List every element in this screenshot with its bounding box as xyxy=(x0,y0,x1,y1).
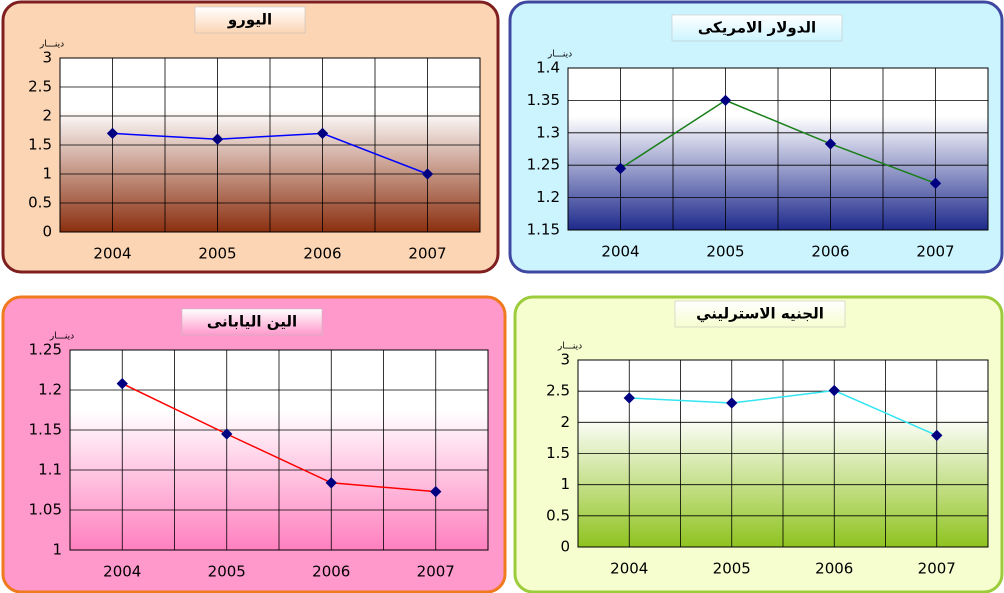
point-marker xyxy=(221,428,233,440)
y-axis-unit: دينـــار xyxy=(49,332,74,342)
point-marker xyxy=(929,177,942,190)
chart-title: الدولار الامريكى xyxy=(698,19,816,37)
x-tick-label: 2007 xyxy=(408,245,446,263)
y-tick-label: 1.4 xyxy=(536,59,560,77)
x-tick-label: 2005 xyxy=(208,563,246,581)
y-tick-label: 1.2 xyxy=(38,381,62,399)
y-tick-label: 1.35 xyxy=(527,91,560,109)
x-tick-label: 2005 xyxy=(198,245,236,263)
x-tick-label: 2006 xyxy=(303,245,341,263)
title-box xyxy=(674,300,846,328)
y-tick-label: 1.05 xyxy=(29,501,62,519)
y-tick-label: 2.5 xyxy=(546,382,570,400)
y-tick-label: 1 xyxy=(52,541,62,559)
y-tick-label: 1.5 xyxy=(28,136,52,154)
point-marker xyxy=(316,127,329,140)
y-tick-label: 1.2 xyxy=(536,188,560,206)
y-tick-label: 3 xyxy=(560,351,570,369)
y-tick-label: 0.5 xyxy=(546,506,570,524)
x-tick-label: 2005 xyxy=(713,560,751,578)
chart-panel: الين اليابانى دينـــار 1 1.05 1.1 1.15 1.2 1.25… xyxy=(1,295,507,593)
y-tick-label: 1.1 xyxy=(38,461,62,479)
y-tick-label: 1.5 xyxy=(546,444,570,462)
series-line xyxy=(620,99,936,185)
plot-border xyxy=(577,359,989,548)
y-tick-label: 1.3 xyxy=(536,123,560,141)
x-tick-label: 2007 xyxy=(916,243,954,261)
y-tick-label: 2 xyxy=(42,107,52,125)
x-tick-label: 2006 xyxy=(815,560,853,578)
y-tick-label: 3 xyxy=(42,49,52,67)
chart-title: الين اليابانى xyxy=(207,313,297,331)
y-tick-label: 0.5 xyxy=(28,194,52,212)
y-tick-label: 0 xyxy=(42,223,52,241)
y-tick-label: 0 xyxy=(560,538,570,556)
point-marker xyxy=(828,384,840,397)
x-tick-label: 2004 xyxy=(610,560,648,578)
chart-panel: الجنيه الاسترليني دينـــار 0 0.5 1 1.5 2 2.5 3 20… xyxy=(513,295,1004,593)
x-tick-label: 2004 xyxy=(601,243,639,261)
x-tick-label: 2004 xyxy=(103,563,141,581)
point-marker xyxy=(325,477,337,489)
y-tick-label: 2.5 xyxy=(28,78,52,96)
chart-panel: اليورو دينـــار 0 0.5 1 1.5 2 2.5 3 2004 2005 2006 2… xyxy=(1,0,500,274)
x-tick-label: 2005 xyxy=(706,243,744,261)
y-tick-label: 1.15 xyxy=(29,421,62,439)
plot-border xyxy=(69,349,489,551)
y-axis-unit: دينـــار xyxy=(557,342,582,352)
chart-panel: الدولار الامريكى دينـــار 1.15 1.2 1.25 1.3 1.… xyxy=(508,0,1004,274)
x-tick-label: 2007 xyxy=(417,563,455,581)
y-axis-unit: دينـــار xyxy=(547,50,572,60)
plot-border xyxy=(59,57,481,233)
title-box xyxy=(181,308,323,336)
title-box xyxy=(671,14,843,42)
y-tick-label: 2 xyxy=(560,413,570,431)
point-marker xyxy=(623,392,635,404)
x-tick-label: 2004 xyxy=(93,245,131,263)
y-tick-label: 1.15 xyxy=(527,221,560,239)
point-marker xyxy=(421,168,434,180)
y-tick-label: 1.25 xyxy=(29,341,62,359)
y-tick-label: 1.25 xyxy=(527,156,560,174)
title-box xyxy=(194,6,306,34)
point-marker xyxy=(430,485,442,498)
y-tick-label: 1 xyxy=(560,475,570,493)
series-line xyxy=(121,382,436,493)
x-tick-label: 2006 xyxy=(811,243,849,261)
plot-border xyxy=(567,67,989,231)
series-line xyxy=(112,132,428,175)
point-marker xyxy=(824,138,837,150)
point-marker xyxy=(211,133,224,145)
x-tick-label: 2007 xyxy=(918,560,956,578)
chart-title: الجنيه الاسترليني xyxy=(696,305,824,323)
point-marker xyxy=(614,162,627,175)
point-marker xyxy=(726,397,738,409)
y-tick-label: 1 xyxy=(42,165,52,183)
series-line xyxy=(629,389,938,437)
point-marker xyxy=(931,429,943,442)
x-tick-label: 2006 xyxy=(312,563,350,581)
y-axis-unit: دينـــار xyxy=(39,40,64,50)
chart-title: اليورو xyxy=(227,11,272,29)
